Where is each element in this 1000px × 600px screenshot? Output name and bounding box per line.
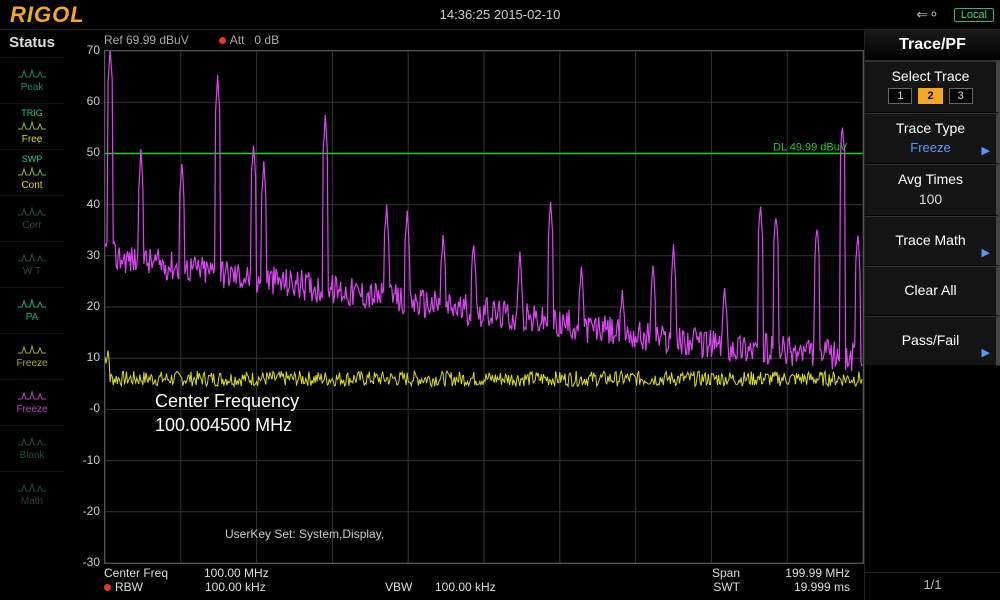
datetime: 14:36:25 2015-02-10 xyxy=(440,7,561,22)
trace-type-label: Trace Type xyxy=(871,120,990,136)
ytick: -10 xyxy=(83,453,100,467)
status-item-math: Math xyxy=(0,471,64,517)
local-badge: Local xyxy=(954,8,994,22)
status-item-freeze: Freeze xyxy=(0,379,64,425)
status-column: Status PeakTRIGFreeSWPContCorrW TPAFreez… xyxy=(0,30,64,600)
spectrum-plot[interactable]: DL 49.99 dBuV Center Frequency 100.00450… xyxy=(104,50,864,564)
avg-times-value: 100 xyxy=(871,191,990,207)
main-row: Status PeakTRIGFreeSWPContCorrW TPAFreez… xyxy=(0,30,1000,600)
softkey-clear-all[interactable]: Clear All xyxy=(865,266,1000,316)
ytick: 60 xyxy=(87,94,100,108)
center-freq-label: Center Freq xyxy=(104,566,204,580)
trace-option-3[interactable]: 3 xyxy=(949,88,973,104)
rbw-value: 100.00 kHz xyxy=(205,580,385,594)
svg-text:DL 49.99 dBuV: DL 49.99 dBuV xyxy=(773,141,848,153)
status-item-corr: Corr xyxy=(0,195,64,241)
att-text: Att xyxy=(230,33,245,47)
status-item-free: TRIGFree xyxy=(0,103,64,149)
status-item-freeze: Freeze xyxy=(0,333,64,379)
y-axis: 70605040302010-0-10-20-30 xyxy=(64,50,104,564)
plot-row: 70605040302010-0-10-20-30 DL 49.99 dBuV … xyxy=(64,50,864,564)
swt-value: 19.999 ms xyxy=(740,580,860,594)
passfail-label: Pass/Fail xyxy=(871,332,990,348)
ytick: 20 xyxy=(87,299,100,313)
plot-svg: DL 49.99 dBuV xyxy=(105,51,863,563)
usb-icon: ⇐⚬ xyxy=(916,6,939,23)
span-label: Span xyxy=(680,566,740,580)
vbw-value: 100.00 kHz xyxy=(435,580,575,594)
clear-all-label: Clear All xyxy=(871,282,990,298)
ytick: 10 xyxy=(87,350,100,364)
status-item-peak: Peak xyxy=(0,57,64,103)
ytick: 70 xyxy=(87,43,100,57)
att-value: 0 dB xyxy=(254,33,279,47)
rbw-label: RBW xyxy=(115,580,205,594)
top-bar: RIGOL 14:36:25 2015-02-10 ⇐⚬ Local xyxy=(0,0,1000,30)
ytick: 40 xyxy=(87,197,100,211)
ytick: 50 xyxy=(87,145,100,159)
softkey-trace-type[interactable]: Trace Type Freeze ▶ xyxy=(865,113,1000,164)
softkey-avg-times[interactable]: Avg Times 100 xyxy=(865,164,1000,216)
status-item-blank: Blank xyxy=(0,425,64,471)
ytick: -20 xyxy=(83,504,100,518)
chevron-right-icon: ▶ xyxy=(982,246,990,259)
status-item-w t: W T xyxy=(0,241,64,287)
select-trace-label: Select Trace xyxy=(871,68,990,84)
softkey-menu: Trace/PF Select Trace 123 Trace Type Fre… xyxy=(864,30,1000,600)
chevron-right-icon: ▶ xyxy=(982,144,990,157)
bottom-info: Center Freq 100.00 MHz Span 199.99 MHz R… xyxy=(64,564,864,600)
graph-header: Ref 69.99 dBuV Att 0 dB xyxy=(64,30,864,50)
menu-page-indicator: 1/1 xyxy=(865,572,1000,600)
trace-type-value: Freeze xyxy=(871,140,990,155)
ytick: 30 xyxy=(87,248,100,262)
avg-times-label: Avg Times xyxy=(871,171,990,187)
trace-select-group: 123 xyxy=(871,88,990,104)
brand-logo: RIGOL xyxy=(0,2,85,28)
menu-title: Trace/PF xyxy=(865,30,1000,61)
span-value: 199.99 MHz xyxy=(740,566,860,580)
att-label: Att 0 dB xyxy=(219,33,279,47)
trace-option-2[interactable]: 2 xyxy=(918,88,942,104)
trace-option-1[interactable]: 1 xyxy=(888,88,912,104)
ytick: -0 xyxy=(89,401,100,415)
softkey-trace-math[interactable]: Trace Math ▶ xyxy=(865,216,1000,266)
status-header: Status xyxy=(0,30,64,57)
center-freq-value: 100.00 MHz xyxy=(204,566,404,580)
vbw-label: VBW xyxy=(385,580,435,594)
softkey-pass-fail[interactable]: Pass/Fail ▶ xyxy=(865,316,1000,366)
status-item-cont: SWPCont xyxy=(0,149,64,195)
swt-label: SWT xyxy=(680,580,740,594)
chevron-right-icon: ▶ xyxy=(982,346,990,359)
att-indicator-dot xyxy=(219,37,226,44)
ytick: -30 xyxy=(83,555,100,569)
status-item-pa: PA xyxy=(0,287,64,333)
trace-math-label: Trace Math xyxy=(871,232,990,248)
graph-area: Ref 69.99 dBuV Att 0 dB 70 60 50 40 30 20 10 -0… xyxy=(64,30,864,600)
ref-level: Ref 69.99 dBuV xyxy=(104,33,189,47)
rbw-indicator-dot xyxy=(104,584,111,591)
softkey-select-trace[interactable]: Select Trace 123 xyxy=(865,61,1000,113)
